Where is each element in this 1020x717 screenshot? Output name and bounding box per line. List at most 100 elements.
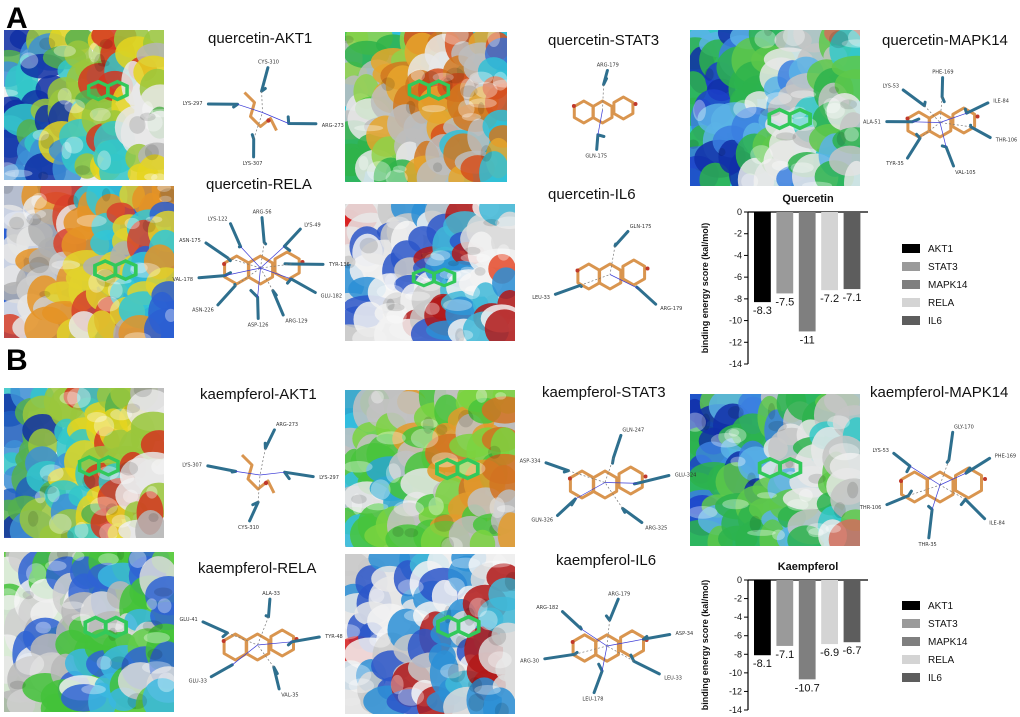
caption-kaempferol-il6: kaempferol-IL6 [556, 552, 657, 569]
bar-value-label: -8.1 [753, 658, 772, 670]
caption-kaempferol-akt1: kaempferol-AKT1 [200, 386, 317, 403]
residue-label: THR-35 [917, 542, 936, 548]
y-tick-label: -8 [734, 649, 742, 659]
caption-quercetin-rela: quercetin-RELA [206, 176, 312, 193]
chart-title: Quercetin [782, 193, 834, 205]
surface-image [345, 204, 515, 341]
residue-label: ARG-182 [536, 605, 558, 611]
y-tick-label: -6 [734, 272, 742, 282]
bar [754, 580, 771, 656]
y-tick-label: -12 [729, 337, 742, 347]
residue-label: LYS-297 [319, 475, 339, 481]
chart-kaempferol: Kaempferol binding energy score (kal/mol)… [698, 558, 1008, 716]
residue-label: ARG-273 [276, 422, 298, 428]
residue-label: GLU-41 [179, 617, 197, 623]
residue-label: ALA-33 [262, 591, 280, 597]
y-tick-label: -12 [729, 686, 742, 696]
caption-quercetin-akt1: quercetin-AKT1 [208, 30, 313, 47]
residue-label: ARG-30 [520, 658, 539, 664]
legend-label: RELA [928, 298, 954, 309]
residue-label: CYS-310 [258, 60, 279, 66]
interaction-diagram: CYS-310 ARG-273 LYS-307 LYS-297 [183, 50, 344, 175]
residue-label: GLN-326 [531, 518, 553, 524]
surface-image [345, 554, 515, 714]
residue-label: GLN-175 [585, 153, 607, 159]
residue-label: TYR-136 [328, 262, 350, 268]
residue-label: ASP-334 [520, 458, 541, 464]
interaction-diagram: ARG-179 GLN-175 [515, 55, 690, 165]
caption-quercetin-il6: quercetin-IL6 [548, 186, 636, 203]
y-axis-label: binding energy score (kal/mol) [700, 580, 710, 711]
bar-value-label: -7.5 [775, 296, 794, 308]
bar [843, 580, 861, 643]
y-tick-label: -14 [729, 705, 742, 715]
legend-label: IL6 [928, 673, 942, 684]
residue-label: VAL-105 [955, 170, 976, 176]
residue-label: ASP-34 [676, 631, 694, 637]
bar [843, 212, 861, 290]
residue-label: ILE-84 [993, 98, 1009, 104]
bar-value-label: -7.1 [775, 649, 794, 661]
residue-label: ARG-325 [645, 525, 667, 531]
bar-value-label: -8.3 [753, 305, 772, 317]
surface-image [4, 186, 174, 338]
residue-label: GLN-247 [622, 428, 644, 434]
residue-label: LYS-53 [872, 448, 889, 454]
y-tick-label: -8 [734, 294, 742, 304]
bar [798, 580, 816, 680]
residue-label: GLU-182 [321, 293, 342, 299]
bar-value-label: -10.7 [795, 682, 820, 694]
residue-label: ARG-129 [285, 319, 307, 325]
residue-label: THR-106 [995, 138, 1017, 144]
chart-title: Kaempferol [778, 561, 839, 573]
bar [798, 212, 816, 332]
legend-swatch [902, 280, 920, 289]
caption-kaempferol-stat3: kaempferol-STAT3 [542, 384, 666, 401]
legend-swatch [902, 637, 920, 646]
legend-swatch [902, 298, 920, 307]
caption-kaempferol-mapk14: kaempferol-MAPK14 [870, 384, 1009, 401]
chart-quercetin: Quercetin binding energy score (kal/mol) 0… [698, 190, 1008, 370]
bar-value-label: -7.2 [820, 293, 839, 305]
bar [776, 212, 794, 294]
residue-label: VAL-35 [281, 693, 298, 699]
residue-label: LYS-307 [182, 463, 202, 469]
residue-label: VAL-178 [173, 277, 194, 283]
surface-image [4, 552, 174, 712]
residue-label: LEU-33 [664, 675, 682, 681]
bar [776, 580, 794, 646]
legend-swatch [902, 655, 920, 664]
surface-image [345, 32, 507, 182]
residue-label: TYR-35 [885, 161, 904, 167]
residue-label: GLY-170 [954, 425, 974, 431]
residue-label: ASN-175 [179, 238, 201, 244]
legend-swatch [902, 673, 920, 682]
legend-swatch [902, 244, 920, 253]
surface-image [4, 388, 164, 538]
bar [754, 212, 771, 303]
bar-value-label: -6.9 [820, 647, 839, 659]
residue-label: LYS-307 [243, 161, 263, 167]
legend-label: AKT1 [928, 601, 953, 612]
bar [821, 212, 838, 291]
y-tick-label: 0 [737, 207, 742, 217]
residue-label: LEU-178 [582, 696, 603, 702]
legend-label: IL6 [928, 316, 942, 327]
residue-label: ASN-226 [192, 307, 214, 313]
legend-label: STAT3 [928, 262, 958, 273]
residue-label: ALA-51 [863, 120, 881, 126]
residue-label: ARG-179 [597, 63, 619, 69]
legend-label: MAPK14 [928, 280, 968, 291]
residue-label: ASP-126 [248, 322, 269, 328]
residue-label: GLU-324 [675, 473, 696, 479]
y-tick-label: -14 [729, 359, 742, 369]
legend-label: MAPK14 [928, 637, 968, 648]
y-tick-label: -6 [734, 631, 742, 641]
interaction-diagram: ARG-273 LYS-297 CYS-310 LYS-307 [182, 410, 339, 540]
y-tick-label: 0 [737, 575, 742, 585]
residue-label: GLN-175 [630, 224, 652, 230]
surface-image [690, 30, 860, 186]
caption-quercetin-mapk14: quercetin-MAPK14 [882, 32, 1008, 49]
residue-label: LYS-49 [304, 223, 321, 229]
bar [821, 580, 838, 645]
